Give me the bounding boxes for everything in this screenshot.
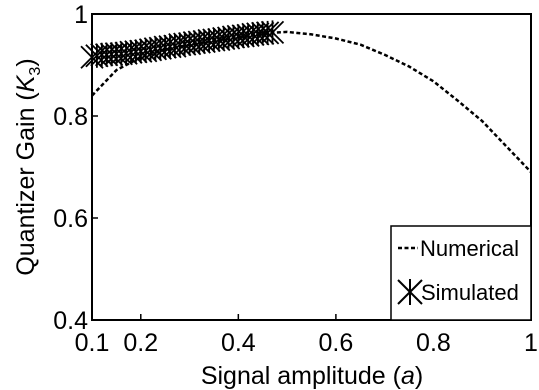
series-numerical [91,30,532,173]
legend-label-numerical: Numerical [420,236,519,261]
y-tick-label: 0.8 [53,103,88,131]
y-tick-label: 0.6 [53,205,88,233]
legend-box [390,225,532,321]
x-tick-label: 0.4 [221,329,256,357]
legend-label-simulated: Simulated [421,280,519,305]
x-tick-label: 0.6 [319,329,354,357]
x-axis-ticks: 0.1 0.2 0.4 0.6 0.8 1 [75,314,538,357]
point-simulated [255,20,280,45]
point-simulated [260,20,285,45]
series-simulated [80,20,285,70]
line-numerical [91,30,532,173]
y-axis-ticks: 0.4 0.6 0.8 1 [53,1,98,335]
x-tick-label: 0.1 [75,329,110,357]
legend: Numerical Simulated [390,225,532,321]
y-tick-label: 1 [74,1,88,29]
x-axis-title: Signal amplitude (a) [201,362,423,390]
legend-swatch-simulated [397,279,423,305]
y-tick-label: 0.4 [53,307,88,335]
x-tick-label: 1 [524,329,538,357]
plot-area [80,13,532,321]
x-tick-label: 0.2 [123,329,158,357]
plot-frame [91,13,532,321]
y-axis-title: Quantizer Gain (K3) [12,58,44,275]
x-tick-label: 0.8 [416,329,451,357]
